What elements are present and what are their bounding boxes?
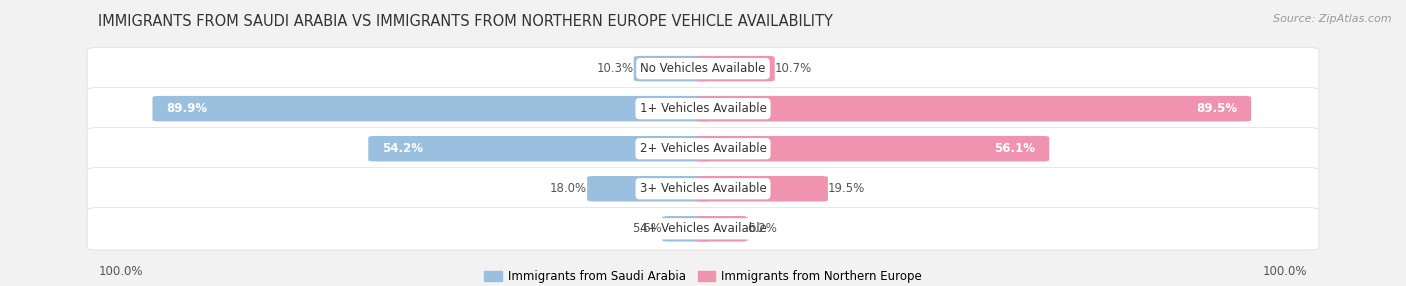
Text: 100.0%: 100.0% (98, 265, 143, 278)
FancyBboxPatch shape (87, 128, 1319, 170)
FancyBboxPatch shape (696, 96, 1251, 122)
Text: 18.0%: 18.0% (550, 182, 588, 195)
Text: IMMIGRANTS FROM SAUDI ARABIA VS IMMIGRANTS FROM NORTHERN EUROPE VEHICLE AVAILABI: IMMIGRANTS FROM SAUDI ARABIA VS IMMIGRAN… (98, 14, 834, 29)
Text: 5.6%: 5.6% (633, 222, 662, 235)
Text: 2+ Vehicles Available: 2+ Vehicles Available (640, 142, 766, 155)
FancyBboxPatch shape (87, 47, 1319, 90)
FancyBboxPatch shape (662, 216, 710, 242)
FancyBboxPatch shape (87, 208, 1319, 250)
Text: 1+ Vehicles Available: 1+ Vehicles Available (640, 102, 766, 115)
FancyBboxPatch shape (696, 136, 1049, 162)
FancyBboxPatch shape (87, 88, 1319, 130)
Text: 19.5%: 19.5% (828, 182, 865, 195)
Text: 89.5%: 89.5% (1197, 102, 1237, 115)
Text: 56.1%: 56.1% (994, 142, 1035, 155)
Text: 6.2%: 6.2% (748, 222, 778, 235)
Text: 3+ Vehicles Available: 3+ Vehicles Available (640, 182, 766, 195)
FancyBboxPatch shape (696, 176, 828, 202)
FancyBboxPatch shape (87, 168, 1319, 210)
Text: 100.0%: 100.0% (1263, 265, 1308, 278)
FancyBboxPatch shape (588, 176, 710, 202)
Legend: Immigrants from Saudi Arabia, Immigrants from Northern Europe: Immigrants from Saudi Arabia, Immigrants… (484, 270, 922, 283)
Text: 54.2%: 54.2% (382, 142, 423, 155)
Text: 10.3%: 10.3% (596, 62, 634, 75)
FancyBboxPatch shape (696, 216, 748, 242)
Text: No Vehicles Available: No Vehicles Available (640, 62, 766, 75)
Text: Source: ZipAtlas.com: Source: ZipAtlas.com (1274, 14, 1392, 24)
Text: 89.9%: 89.9% (166, 102, 208, 115)
Text: 4+ Vehicles Available: 4+ Vehicles Available (640, 222, 766, 235)
Text: 10.7%: 10.7% (775, 62, 813, 75)
FancyBboxPatch shape (696, 56, 775, 82)
FancyBboxPatch shape (634, 56, 710, 82)
FancyBboxPatch shape (152, 96, 710, 122)
FancyBboxPatch shape (368, 136, 710, 162)
